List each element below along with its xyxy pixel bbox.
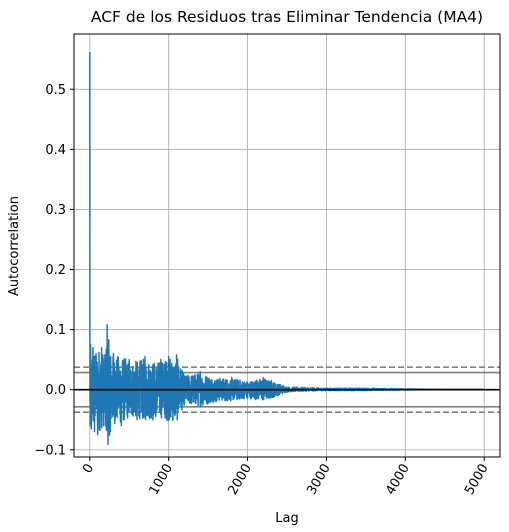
y-tick-label: 0.4 (45, 143, 66, 158)
series-layer (89, 52, 485, 446)
y-tick-label: 0.5 (45, 83, 66, 98)
acf-series-line (89, 52, 485, 446)
x-tick-label: 4000 (383, 462, 413, 498)
y-axis-label: Autocorrelation (7, 196, 22, 296)
y-tick-label: 0.0 (45, 383, 66, 398)
y-tick-label: 0.1 (45, 323, 66, 338)
plot-border (73, 33, 501, 458)
x-tick-label: 5000 (462, 462, 492, 498)
x-tick-label: 0 (80, 462, 97, 477)
grid-layer (74, 34, 500, 457)
x-tick-label: 1000 (147, 462, 177, 498)
plot-frame (73, 33, 501, 458)
x-axis-label: Lag (275, 511, 298, 526)
chart-title: ACF de los Residuos tras Eliminar Tenden… (91, 8, 483, 26)
x-tick-label: 3000 (304, 462, 334, 498)
x-tick-label: 2000 (225, 462, 255, 498)
y-tick-label: 0.2 (45, 263, 66, 278)
axis-ticks: 0 1000 2000 3000 4000 5000 −0.1 0.0 0.1 0.2 0.3 0.4… (34, 83, 491, 498)
y-tick-label: 0.3 (45, 203, 66, 218)
y-tick-label: −0.1 (34, 443, 66, 458)
